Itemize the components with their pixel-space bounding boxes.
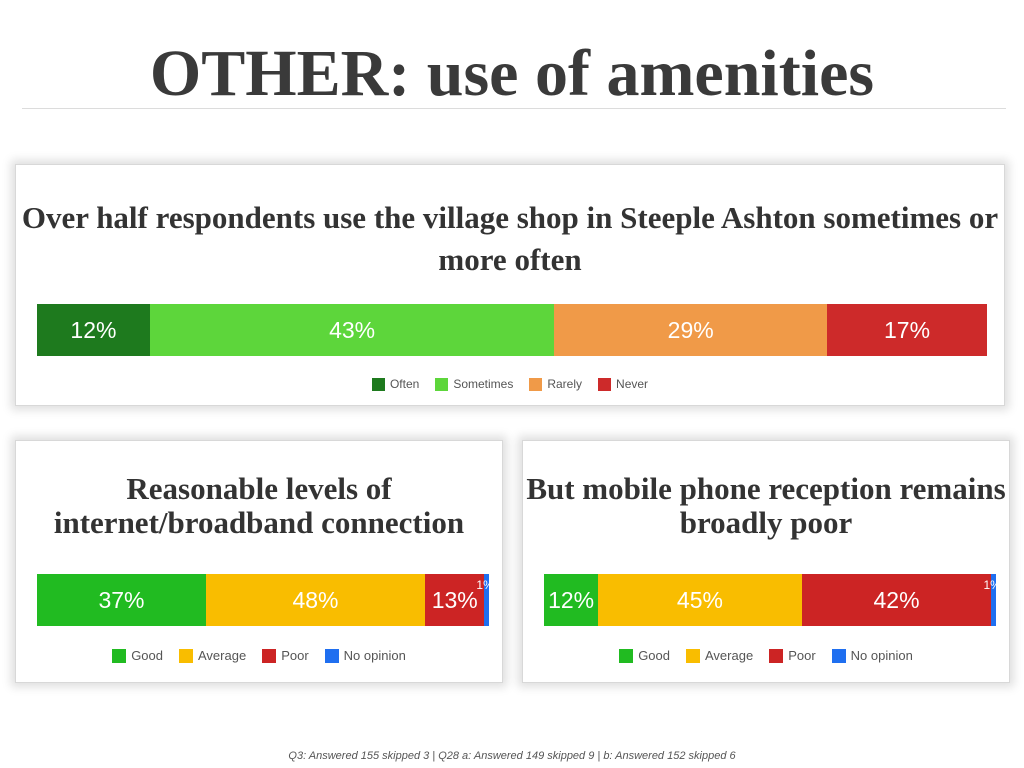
- legend-swatch: [112, 648, 127, 663]
- bar-segment-sometimes: 43%: [149, 304, 555, 356]
- title-divider: [22, 108, 1006, 109]
- chart-legend: Good Average Poor No opinion: [523, 648, 1009, 663]
- stacked-bar: 12% 45% 42% 1%: [544, 574, 1001, 626]
- legend-swatch: [598, 377, 612, 391]
- bar-segment-no-opinion: 1%: [476, 574, 494, 626]
- bar-segment-no-opinion: 1%: [983, 574, 1001, 626]
- bar-segment-often: 12%: [37, 304, 150, 356]
- data-label: 48%: [292, 586, 339, 613]
- chart-legend: Good Average Poor No opinion: [16, 648, 502, 663]
- bar-segment-poor: 42%: [801, 574, 992, 626]
- chart-title: Over half respondents use the village sh…: [21, 200, 999, 277]
- legend-item: Good: [112, 648, 163, 663]
- legend-label: Poor: [788, 648, 816, 663]
- stacked-bar: 37% 48% 13% 1%: [37, 574, 494, 626]
- legend-label: Poor: [281, 648, 309, 663]
- legend-item: Never: [598, 377, 648, 391]
- legend-swatch: [831, 648, 846, 663]
- legend-swatch: [686, 648, 700, 663]
- legend-label: Average: [198, 648, 247, 663]
- legend-item: Poor: [262, 648, 309, 663]
- chart-panel-broadband: Reasonable levels of internet/broadband …: [16, 441, 502, 682]
- chart-title: Reasonable levels of internet/broadband …: [53, 471, 465, 540]
- data-label: 13%: [431, 586, 478, 613]
- legend-item: Average: [686, 648, 753, 663]
- legend-item: Sometimes: [435, 377, 513, 391]
- legend-item: No opinion: [324, 648, 406, 663]
- data-label: 45%: [676, 586, 723, 613]
- legend-item: Poor: [769, 648, 816, 663]
- data-label: 43%: [329, 316, 376, 343]
- legend-item: Good: [619, 648, 670, 663]
- legend-label: Often: [389, 377, 420, 391]
- data-label: 1%: [476, 578, 494, 592]
- legend-label: Rarely: [547, 377, 583, 391]
- legend-swatch: [371, 377, 385, 391]
- legend-swatch: [769, 648, 784, 663]
- stacked-bar: 12% 43% 29% 17%: [37, 304, 987, 356]
- data-label: 37%: [98, 586, 145, 613]
- legend-label: No opinion: [850, 648, 913, 663]
- chart-panel-village-shop: Over half respondents use the village sh…: [16, 165, 1004, 405]
- chart-panel-mobile-reception: But mobile phone reception remains broad…: [523, 441, 1009, 682]
- bar-segment-good: 12%: [544, 574, 599, 626]
- legend-label: No opinion: [343, 648, 406, 663]
- legend-label: Never: [616, 377, 649, 391]
- data-label: 12%: [70, 316, 117, 343]
- bar-segment-poor: 13%: [425, 574, 485, 626]
- data-label: 12%: [548, 586, 595, 613]
- bar-segment-average: 45%: [598, 574, 802, 626]
- survey-footnote: Q3: Answered 155 skipped 3 | Q28 a: Answ…: [288, 750, 736, 762]
- legend-swatch: [619, 648, 634, 663]
- legend-swatch: [179, 648, 193, 663]
- data-label: 17%: [884, 316, 931, 343]
- chart-title: But mobile phone reception remains broad…: [526, 471, 1006, 540]
- legend-item: No opinion: [831, 648, 913, 663]
- bar-segment-never: 17%: [827, 304, 987, 356]
- legend-label: Good: [638, 648, 670, 663]
- bar-segment-average: 48%: [205, 574, 426, 626]
- legend-label: Sometimes: [453, 377, 514, 391]
- legend-item: Often: [371, 377, 420, 391]
- data-label: 42%: [873, 586, 920, 613]
- legend-swatch: [324, 648, 339, 663]
- legend-swatch: [529, 377, 543, 391]
- data-label: 29%: [667, 316, 714, 343]
- data-label: 1%: [983, 578, 1001, 592]
- legend-swatch: [435, 377, 449, 391]
- slide-title: OTHER: use of amenities: [149, 37, 875, 110]
- legend-item: Rarely: [529, 377, 582, 391]
- legend-label: Average: [705, 648, 754, 663]
- legend-item: Average: [179, 648, 246, 663]
- legend-swatch: [262, 648, 277, 663]
- bar-segment-rarely: 29%: [554, 304, 828, 356]
- bar-segment-good: 37%: [37, 574, 206, 626]
- legend-label: Good: [131, 648, 163, 663]
- chart-legend: Often Sometimes Rarely Never: [16, 377, 1004, 391]
